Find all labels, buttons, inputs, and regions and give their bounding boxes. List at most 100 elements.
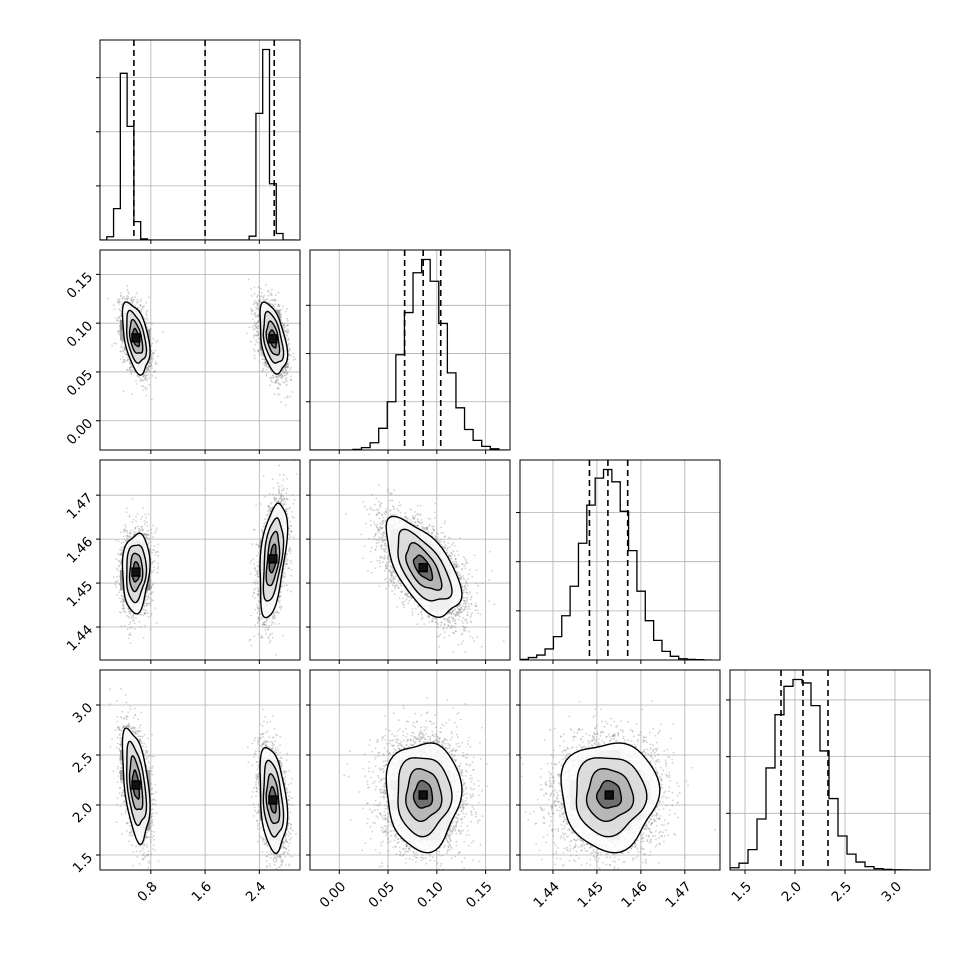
- scatter-point: [282, 305, 284, 307]
- scatter-point: [283, 323, 285, 325]
- scatter-point: [280, 401, 282, 403]
- scatter-point: [141, 385, 143, 387]
- scatter-point: [290, 379, 292, 381]
- scatter-point: [275, 308, 277, 310]
- scatter-point: [287, 396, 289, 398]
- scatter-point: [277, 387, 279, 389]
- scatter-point: [259, 361, 261, 363]
- scatter-point: [253, 336, 255, 338]
- scatter-point: [255, 315, 257, 317]
- scatter-point: [251, 313, 253, 315]
- scatter-point: [275, 303, 277, 305]
- scatter-point: [278, 382, 280, 384]
- scatter-point: [120, 310, 122, 312]
- scatter-point: [256, 296, 258, 298]
- scatter-point: [131, 366, 133, 368]
- scatter-point: [285, 405, 287, 407]
- scatter-point: [254, 328, 256, 330]
- scatter-point: [122, 340, 124, 342]
- scatter-point: [146, 317, 148, 319]
- scatter-point: [124, 347, 126, 349]
- scatter-point: [146, 395, 148, 397]
- scatter-point: [281, 373, 283, 375]
- scatter-point: [124, 349, 126, 351]
- scatter-point: [258, 287, 260, 289]
- scatter-point: [261, 292, 263, 294]
- scatter-point: [147, 319, 149, 321]
- scatter-point: [153, 352, 155, 354]
- histogram-step-0: [100, 50, 297, 240]
- scatter-point: [258, 333, 260, 335]
- scatter-point: [136, 293, 138, 295]
- scatter-point: [258, 291, 260, 293]
- scatter-point: [155, 361, 157, 363]
- scatter-point: [155, 377, 157, 379]
- grid-2-2: [516, 460, 720, 664]
- scatter-point: [122, 342, 124, 344]
- scatter-point: [144, 387, 146, 389]
- scatter-point: [126, 369, 128, 371]
- scatter-point: [145, 389, 147, 391]
- scatter-point: [132, 302, 134, 304]
- scatter-point: [152, 343, 154, 345]
- scatter-point: [270, 303, 272, 305]
- scatter-point: [286, 308, 288, 310]
- scatter-point: [295, 358, 297, 360]
- scatter-point: [288, 362, 290, 364]
- scatter-point: [152, 338, 154, 340]
- scatter-point: [121, 298, 123, 300]
- scatter-point: [286, 370, 288, 372]
- scatter-point: [286, 331, 288, 333]
- scatter-point: [119, 316, 121, 318]
- scatter-point: [117, 318, 119, 320]
- scatter-point: [107, 298, 109, 300]
- scatter-point: [146, 387, 148, 389]
- scatter-point: [135, 380, 137, 382]
- scatter-point: [275, 294, 277, 296]
- density-panel-0-1: [107, 279, 296, 407]
- scatter-point: [142, 389, 144, 391]
- scatter-point: [288, 342, 290, 344]
- scatter-point: [141, 308, 143, 310]
- scatter-point: [250, 308, 252, 310]
- scatter-point: [150, 364, 152, 366]
- scatter-point: [258, 328, 260, 330]
- scatter-point: [289, 354, 291, 356]
- scatter-point: [254, 355, 256, 357]
- scatter-point: [145, 302, 147, 304]
- scatter-point: [274, 393, 276, 395]
- scatter-point: [157, 340, 159, 342]
- scatter-point: [120, 358, 122, 360]
- scatter-point: [287, 372, 289, 374]
- scatter-point: [286, 383, 288, 385]
- scatter-point: [287, 339, 289, 341]
- scatter-point: [254, 350, 256, 352]
- histogram-0: [100, 40, 297, 240]
- scatter-point: [270, 292, 272, 294]
- scatter-point: [119, 303, 121, 305]
- scatter-point: [287, 329, 289, 331]
- scatter-point: [131, 369, 133, 371]
- scatter-point: [140, 300, 142, 302]
- scatter-point: [119, 298, 121, 300]
- scatter-point: [275, 376, 277, 378]
- scatter-point: [250, 341, 252, 343]
- scatter-point: [253, 302, 255, 304]
- scatter-point: [155, 363, 157, 365]
- scatter-point: [265, 284, 267, 286]
- scatter-point: [257, 321, 259, 323]
- scatter-point: [148, 374, 150, 376]
- scatter-point: [126, 289, 128, 291]
- scatter-point: [137, 299, 139, 301]
- scatter-point: [264, 362, 266, 364]
- scatter-point: [268, 291, 270, 293]
- scatter-point: [272, 375, 274, 377]
- scatter-point: [290, 376, 292, 378]
- scatter-point: [267, 295, 269, 297]
- scatter-point: [255, 323, 257, 325]
- scatter-point: [259, 354, 261, 356]
- scatter-point: [148, 296, 150, 298]
- scatter-point: [127, 298, 129, 300]
